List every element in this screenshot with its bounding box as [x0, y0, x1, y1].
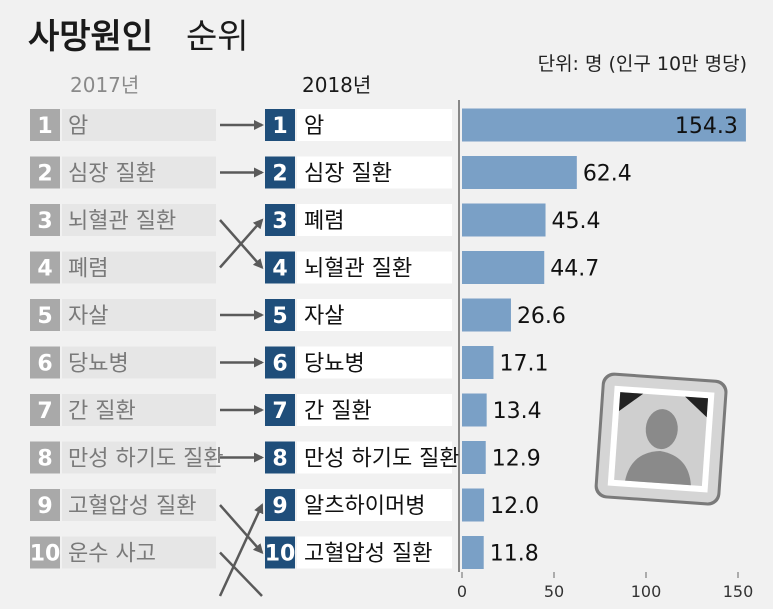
- rank-2018-number: 4: [272, 257, 287, 282]
- bar-value-label: 154.3: [675, 114, 738, 139]
- bar: [462, 156, 577, 189]
- x-tick-label: 0: [457, 582, 467, 601]
- rank-2017-number: 7: [37, 399, 52, 424]
- rank-2018-row: 6 당뇨병: [265, 347, 452, 379]
- rank-transition-arrow: [220, 505, 262, 596]
- x-axis-ticks: 0 50 100 150: [457, 572, 753, 601]
- rank-2018-number: 5: [272, 304, 287, 329]
- column-header-2017: 2017년: [70, 73, 139, 97]
- rank-2018-number: 9: [272, 494, 287, 519]
- rank-2017-label: 고혈압성 질환: [68, 494, 196, 519]
- rank-2018-label: 자살: [304, 304, 344, 329]
- ranks-2017: 1 암2 심장 질환3 뇌혈관 질환4 폐렴5 자살6 당뇨병7 간 질환8 만성 하기도 질환…: [30, 109, 224, 569]
- rank-2017-number: 1: [37, 114, 52, 139]
- rank-2018-label: 만성 하기도 질환: [304, 447, 460, 472]
- rank-2017-number: 5: [37, 304, 52, 329]
- rank-transition-arrows: [220, 125, 262, 596]
- rank-2018-label: 당뇨병: [304, 352, 365, 377]
- rank-2018-row: 10 고혈압성 질환: [265, 537, 452, 569]
- rank-2018-row: 4 뇌혈관 질환: [265, 252, 452, 284]
- rank-2018-label: 심장 질환: [304, 162, 392, 187]
- chart-title-light: 순위: [186, 17, 249, 57]
- bar: [462, 536, 484, 569]
- bar-value-label: 13.4: [493, 399, 542, 424]
- bar: [462, 441, 486, 474]
- rank-2018-label: 암: [304, 114, 324, 139]
- bar: [462, 346, 493, 379]
- rank-2017-row: 7 간 질환: [30, 394, 216, 426]
- rank-2018-label: 뇌혈관 질환: [304, 257, 412, 282]
- rank-2017-label: 암: [68, 114, 88, 139]
- rank-transition-arrow: [220, 505, 262, 553]
- rank-2017-number: 6: [37, 352, 52, 377]
- rank-2017-label: 심장 질환: [68, 162, 156, 187]
- bar-value-label: 62.4: [583, 162, 632, 187]
- rank-2017-number: 8: [37, 447, 52, 472]
- bar: [462, 299, 511, 332]
- rank-2017-row: 4 폐렴: [30, 252, 216, 284]
- rank-2018-number: 10: [265, 542, 296, 567]
- rank-2018-label: 폐렴: [304, 209, 344, 234]
- bar-value-label: 11.8: [490, 542, 539, 567]
- bar-value-label: 44.7: [550, 257, 599, 282]
- rank-2018-label: 알츠하이머병: [304, 494, 425, 519]
- rank-2018-row: 9 알츠하이머병: [265, 489, 452, 521]
- bar-value-label: 45.4: [552, 209, 601, 234]
- x-tick-label: 50: [544, 582, 564, 601]
- rank-2017-number: 4: [37, 257, 52, 282]
- rank-2018-row: 8 만성 하기도 질환: [265, 442, 460, 474]
- rank-2018-number: 3: [272, 209, 287, 234]
- death-cause-ranking-chart: 사망원인 순위 단위: 명 (인구 10만 명당) 2017년 2018년 1암…: [0, 0, 773, 609]
- bar: [462, 394, 487, 427]
- rank-2017-number: 3: [37, 209, 52, 234]
- rank-2018-number: 8: [272, 447, 287, 472]
- rank-2017-row: 2 심장 질환: [30, 157, 216, 189]
- rank-2018-number: 1: [272, 114, 287, 139]
- bar: [462, 204, 546, 237]
- rank-transition-arrow: [220, 553, 262, 597]
- bar-value-label: 26.6: [517, 304, 566, 329]
- rank-2017-label: 당뇨병: [68, 352, 129, 377]
- column-header-2018: 2018년: [302, 73, 371, 97]
- bar-value-label: 17.1: [499, 352, 548, 377]
- rank-2018-row: 7 간 질환: [265, 394, 452, 426]
- rank-2018-label: 간 질환: [304, 399, 372, 424]
- rank-2018-number: 2: [272, 162, 287, 187]
- rank-2018-row: 5 자살: [265, 299, 452, 331]
- unit-note: 단위: 명 (인구 10만 명당): [538, 53, 747, 75]
- rank-2018-number: 6: [272, 352, 287, 377]
- bar-value-label: 12.0: [490, 494, 539, 519]
- rank-2017-row: 9 고혈압성 질환: [30, 489, 216, 521]
- rank-2018-number: 7: [272, 399, 287, 424]
- rank-2017-row: 3 뇌혈관 질환: [30, 204, 216, 236]
- rank-2017-label: 뇌혈관 질환: [68, 209, 176, 234]
- rank-2018-row: 2 심장 질환: [265, 157, 452, 189]
- rank-2018-row: 3 폐렴: [265, 204, 452, 236]
- rank-2017-number: 10: [30, 542, 61, 567]
- rank-2017-row: 8 만성 하기도 질환: [30, 442, 224, 474]
- rank-2017-label: 폐렴: [68, 257, 108, 282]
- chart-title-bold: 사망원인: [28, 17, 153, 57]
- rank-2017-row: 10 운수 사고: [30, 537, 216, 569]
- x-tick-label: 100: [631, 582, 662, 601]
- bar-value-label: 12.9: [492, 447, 541, 472]
- x-tick-label: 150: [723, 582, 754, 601]
- rank-2018-label: 고혈압성 질환: [304, 542, 432, 567]
- rank-2017-label: 간 질환: [68, 399, 136, 424]
- rank-2017-row: 5 자살: [30, 299, 216, 331]
- rank-2017-label: 자살: [68, 304, 108, 329]
- rank-2017-number: 2: [37, 162, 52, 187]
- rank-2017-number: 9: [37, 494, 52, 519]
- bar: [462, 489, 484, 522]
- bar: [462, 251, 544, 284]
- rank-2017-label: 만성 하기도 질환: [68, 447, 224, 472]
- rank-2017-label: 운수 사고: [68, 542, 156, 567]
- rank-2018-row: 1암: [265, 109, 452, 141]
- rank-2017-row: 6 당뇨병: [30, 347, 216, 379]
- portrait-frame-icon: [594, 372, 728, 506]
